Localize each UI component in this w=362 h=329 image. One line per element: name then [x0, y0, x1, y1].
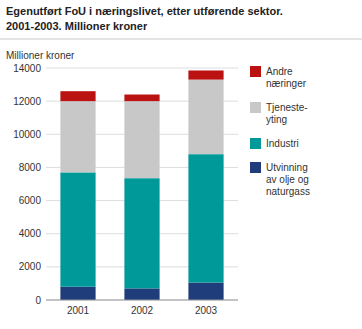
legend-label: Tjeneste-yting	[266, 102, 308, 125]
legend-label-line: næringer	[266, 78, 307, 89]
x-axis-line	[46, 300, 238, 301]
y-tick-label: 4000	[19, 228, 42, 239]
bars	[60, 70, 223, 300]
legend-swatch	[250, 138, 261, 149]
legend-label: Andrenæringer	[266, 66, 307, 89]
grid-line	[46, 68, 238, 69]
legend-label-line: yting	[266, 114, 287, 125]
legend-swatch	[250, 66, 261, 77]
bar	[60, 101, 95, 172]
bar	[60, 287, 95, 300]
bar	[188, 154, 223, 282]
bar	[188, 80, 223, 155]
bar	[124, 178, 159, 288]
y-axis-label: Millioner kroner	[6, 50, 75, 61]
y-tick-label: 14000	[13, 63, 41, 74]
bar	[60, 91, 95, 101]
bar	[188, 70, 223, 79]
x-tick-label: 2002	[131, 305, 154, 316]
grid-line	[46, 300, 238, 301]
y-tick-label: 0	[35, 295, 41, 306]
legend-label-line: av olje og	[266, 174, 309, 185]
bar	[124, 95, 159, 102]
y-tick-label: 10000	[13, 129, 41, 140]
separator	[0, 39, 362, 40]
bar	[60, 172, 95, 286]
legend-label-line: Utvinning	[266, 162, 308, 173]
legend-label: Industri	[266, 138, 299, 149]
title: Egenutført FoU i næringslivet, etter utf…	[6, 5, 283, 17]
y-tick-label: 6000	[19, 195, 42, 206]
y-tick-label: 2000	[19, 261, 42, 272]
legend-label: Utvinningav olje ognaturgass	[266, 162, 310, 197]
legend-label-line: Industri	[266, 138, 299, 149]
bar	[188, 283, 223, 300]
bar	[124, 101, 159, 178]
y-tick-label: 8000	[19, 162, 42, 173]
page: {"chart_data": { "type": "bar", "stacked…	[0, 0, 362, 329]
subtitle: 2001-2003. Millioner kroner	[6, 20, 148, 32]
x-tick-label: 2003	[195, 305, 218, 316]
bar	[124, 288, 159, 300]
y-tick-label: 12000	[13, 96, 41, 107]
legend-label-line: Andre	[266, 66, 293, 77]
chart: Egenutført FoU i næringslivet, etter utf…	[0, 0, 362, 329]
legend-label-line: naturgass	[266, 186, 310, 197]
legend-swatch	[250, 102, 261, 113]
legend-label-line: Tjeneste-	[266, 102, 308, 113]
legend-swatch	[250, 162, 261, 173]
x-tick-label: 2001	[67, 305, 90, 316]
